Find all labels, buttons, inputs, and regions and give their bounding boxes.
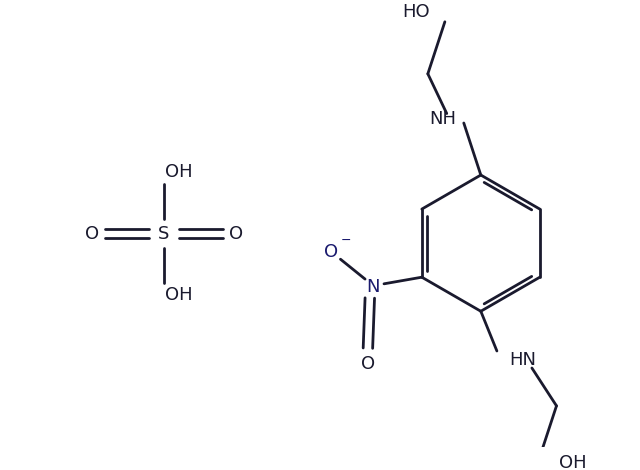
Text: OH: OH	[165, 163, 193, 181]
Text: O: O	[228, 225, 243, 243]
Text: NH: NH	[429, 110, 456, 128]
Text: −: −	[341, 234, 351, 247]
Text: O: O	[361, 355, 375, 373]
Text: HO: HO	[403, 3, 430, 21]
Text: OH: OH	[559, 454, 586, 470]
Text: OH: OH	[165, 286, 193, 304]
Text: O: O	[85, 225, 99, 243]
Text: N: N	[366, 278, 380, 296]
Text: S: S	[158, 225, 170, 243]
Text: O: O	[324, 243, 338, 261]
Text: HN: HN	[509, 352, 536, 369]
